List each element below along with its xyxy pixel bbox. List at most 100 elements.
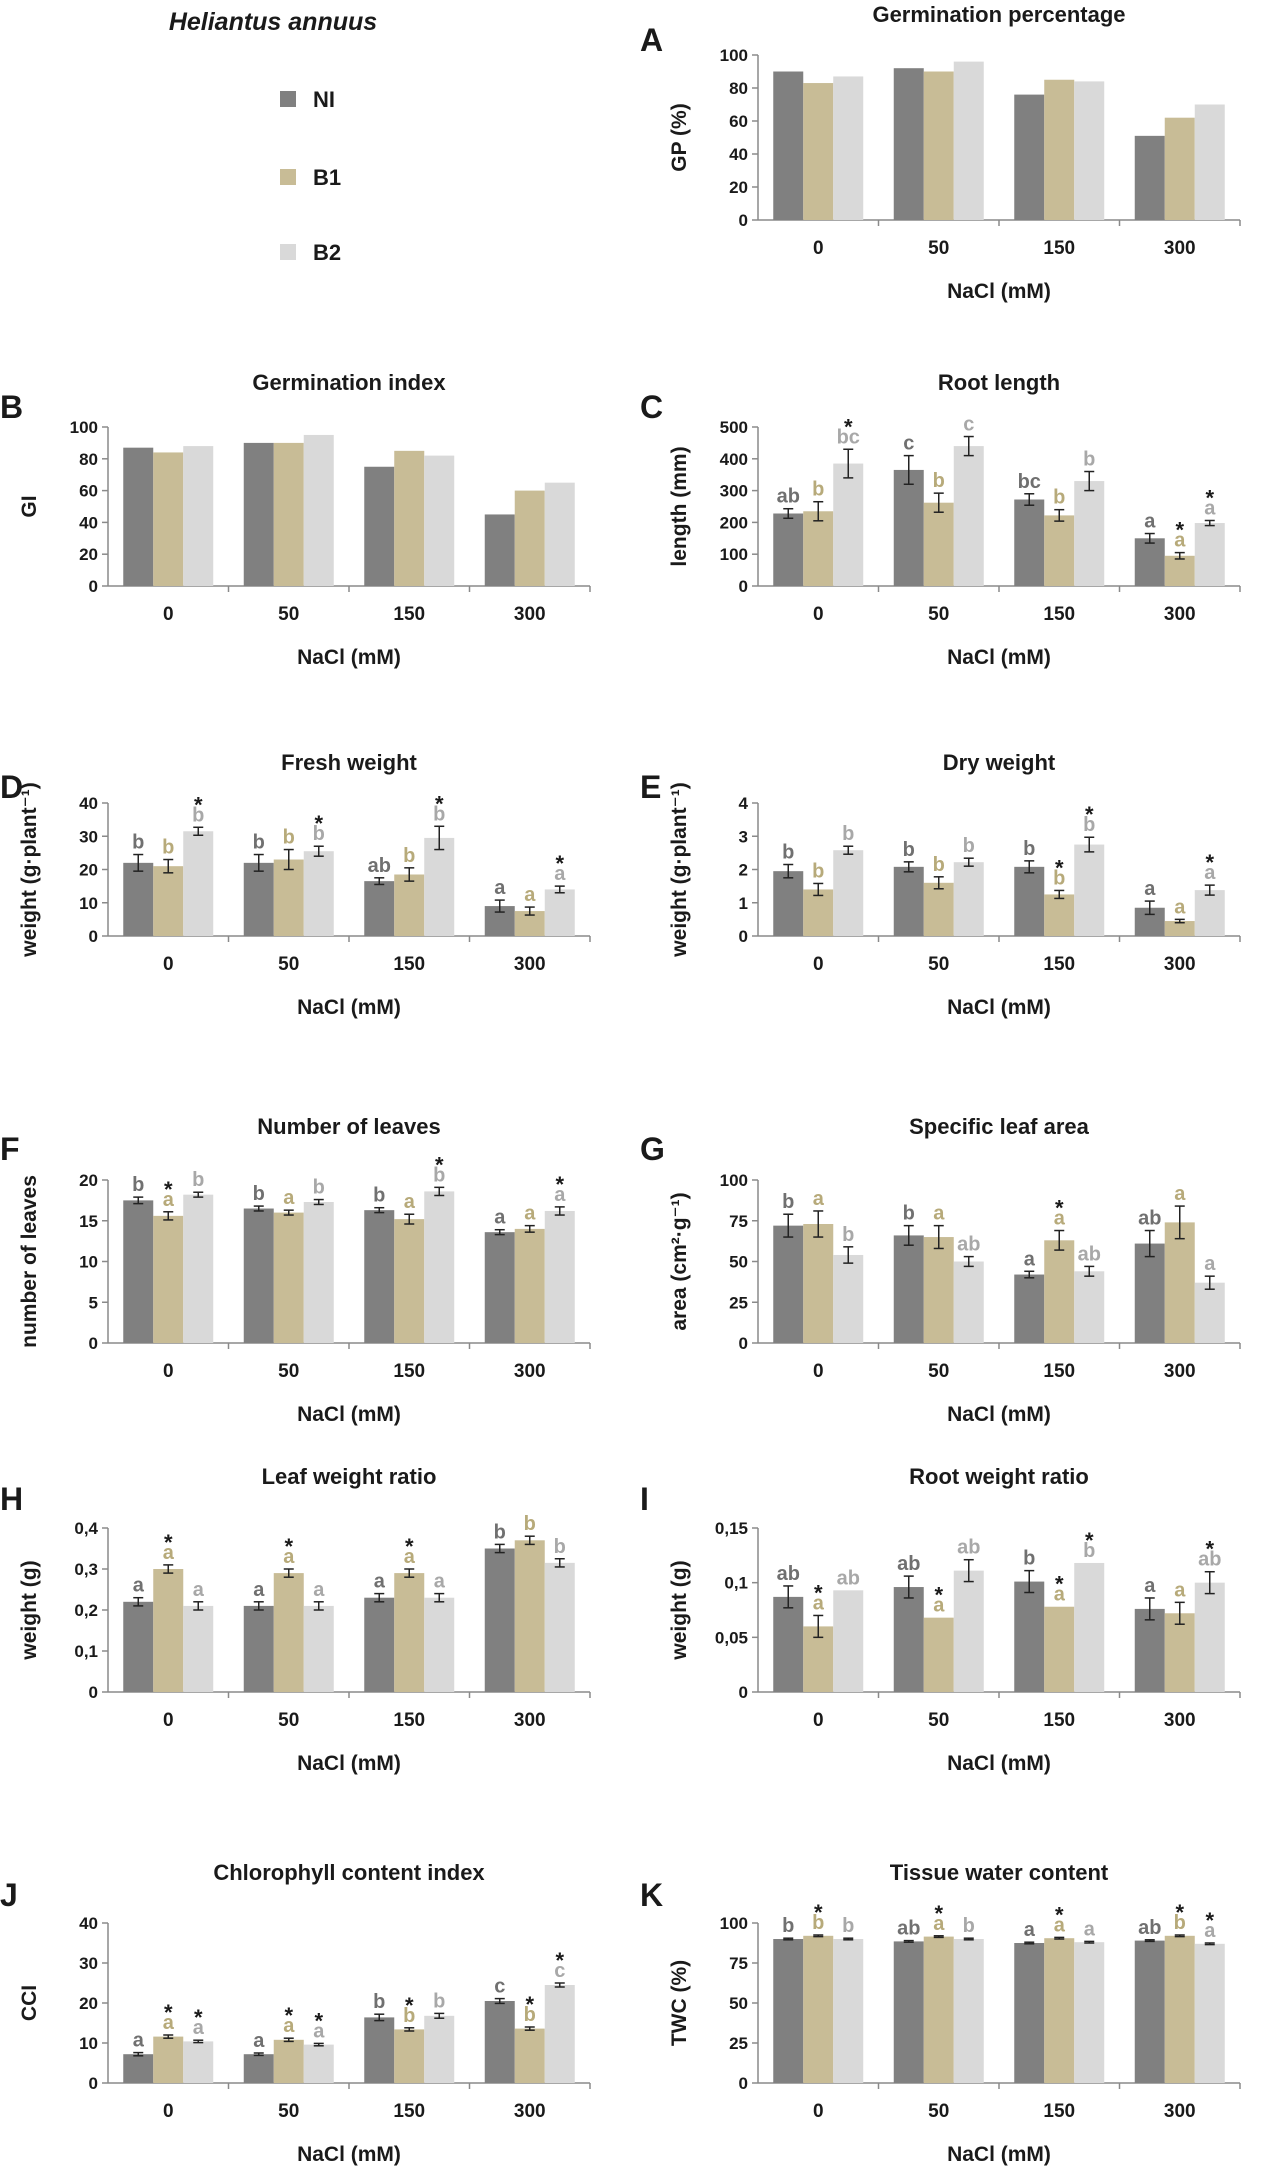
y-tick-label: 100: [720, 1914, 748, 1933]
y-tick-label: 100: [720, 545, 748, 564]
y-axis-label: number of leaves: [18, 1175, 41, 1348]
bar-b1-150: [394, 1219, 425, 1343]
y-tick-label: 0: [739, 577, 748, 596]
bar-b2-0: [833, 1254, 864, 1343]
x-tick-label: 50: [278, 604, 299, 625]
significance-star: *: [555, 1172, 564, 1197]
y-tick-label: 60: [729, 112, 748, 131]
bar-ni-0: [123, 862, 154, 936]
y-tick-label: 25: [729, 2034, 748, 2053]
sig-letter: ab: [957, 1537, 980, 1559]
sig-letter: a: [313, 1579, 325, 1601]
sig-letter: b: [524, 1513, 536, 1535]
sig-letter: ab: [1138, 1917, 1161, 1939]
chart-title: Chlorophyll content index: [213, 1860, 485, 1885]
sig-letter: a: [1174, 1183, 1186, 1205]
chart-b: B Germination index 0 20 40 60 80 100 GI 0 50 150 30…: [0, 370, 591, 669]
sig-letter: a: [524, 884, 536, 906]
sig-letter: a: [374, 1571, 386, 1593]
sig-letter: ab: [897, 1918, 920, 1940]
sig-letter: b: [782, 1915, 794, 1937]
significance-star: *: [194, 2005, 203, 2030]
sig-letter: b: [1083, 814, 1095, 836]
bar-ni-300: [1134, 1243, 1165, 1343]
sig-letter: a: [1054, 1208, 1066, 1230]
bar-ni-50: [243, 1605, 274, 1692]
bar-b1-0: [803, 1935, 834, 2083]
bar-ni-300: [1134, 1608, 1165, 1692]
sig-letter: a: [524, 1203, 536, 1225]
sig-letter: a: [193, 2017, 205, 2039]
significance-star: *: [1085, 1528, 1094, 1553]
significance-star: *: [1055, 1572, 1064, 1597]
chart-title: Dry weight: [943, 750, 1056, 775]
sig-letter: a: [404, 1191, 416, 1213]
bar-b1-50: [923, 1237, 954, 1343]
significance-star: *: [194, 792, 203, 817]
sig-letter: b: [433, 803, 445, 825]
chart-title: Root weight ratio: [909, 1464, 1089, 1489]
bar-b1-150: [1044, 1606, 1075, 1692]
legend-label-b2: B2: [313, 240, 341, 265]
bar-ni-150: [364, 881, 395, 936]
bar-b1-0: [803, 1224, 834, 1343]
sig-letter: a: [404, 1546, 416, 1568]
bar-b1-150: [1044, 1938, 1075, 2083]
bar-ni-0: [773, 1939, 804, 2083]
bar-b2-0: [183, 2041, 214, 2083]
bar-b2-150: [1074, 81, 1105, 221]
x-tick-label: 300: [1164, 1361, 1196, 1382]
sig-letter: ab: [1078, 1243, 1101, 1265]
bar-ni-0: [123, 2054, 154, 2083]
panel-letter: E: [640, 769, 661, 805]
significance-star: *: [555, 1948, 564, 1973]
bar-b1-150: [394, 1573, 425, 1692]
x-tick-label: 150: [393, 954, 425, 975]
sig-letter: a: [1144, 511, 1156, 533]
bar-ni-150: [1014, 1274, 1045, 1343]
bar-ni-0: [773, 871, 804, 936]
significance-star: *: [844, 414, 853, 439]
x-tick-label: 50: [278, 954, 299, 975]
sig-letter: b: [782, 842, 794, 864]
bar-b2-0: [833, 463, 864, 586]
x-tick-label: 0: [163, 954, 174, 975]
bar-b1-50: [923, 1617, 954, 1692]
x-tick-label: 0: [813, 1710, 824, 1731]
panel-letter: C: [640, 389, 663, 425]
y-tick-label: 5: [89, 1293, 98, 1312]
bar-b1-150: [394, 2029, 425, 2083]
bar-b1-300: [1164, 555, 1195, 586]
sig-letter: a: [133, 1575, 145, 1597]
sig-letter: bc: [837, 426, 860, 448]
bar-b1-300: [514, 1540, 545, 1692]
y-tick-label: 100: [720, 1171, 748, 1190]
y-tick-label: 50: [729, 1994, 748, 2013]
sig-letter: b: [903, 1203, 915, 1225]
panel-letter: G: [640, 1131, 665, 1167]
x-tick-label: 50: [278, 1710, 299, 1731]
bar-ni-300: [484, 1232, 515, 1343]
bar-b2-150: [1074, 844, 1105, 936]
y-tick-label: 0: [739, 211, 748, 230]
sig-letter: c: [554, 1960, 565, 1982]
y-tick-label: 0: [89, 1683, 98, 1702]
sig-letter: a: [193, 1579, 205, 1601]
legend-swatch-b1: [280, 169, 296, 185]
y-tick-label: 1: [739, 894, 748, 913]
y-tick-label: 0,1: [74, 1642, 98, 1661]
panel-letter: J: [0, 1877, 18, 1913]
y-tick-label: 40: [79, 513, 98, 532]
significance-star: *: [1175, 1900, 1184, 1925]
x-tick-label: 300: [1164, 1710, 1196, 1731]
panel-letter: A: [640, 22, 663, 58]
legend-swatch-b2: [280, 244, 296, 260]
chart-i: I Root weight ratio 0 0,05 0,1 0,15 weight (g)…: [640, 1464, 1241, 1775]
significance-star: *: [1055, 1902, 1064, 1927]
bar-ni-300: [1134, 538, 1165, 586]
y-tick-label: 500: [720, 418, 748, 437]
sig-letter: a: [1024, 1248, 1036, 1270]
bar-ni-50: [243, 862, 274, 936]
